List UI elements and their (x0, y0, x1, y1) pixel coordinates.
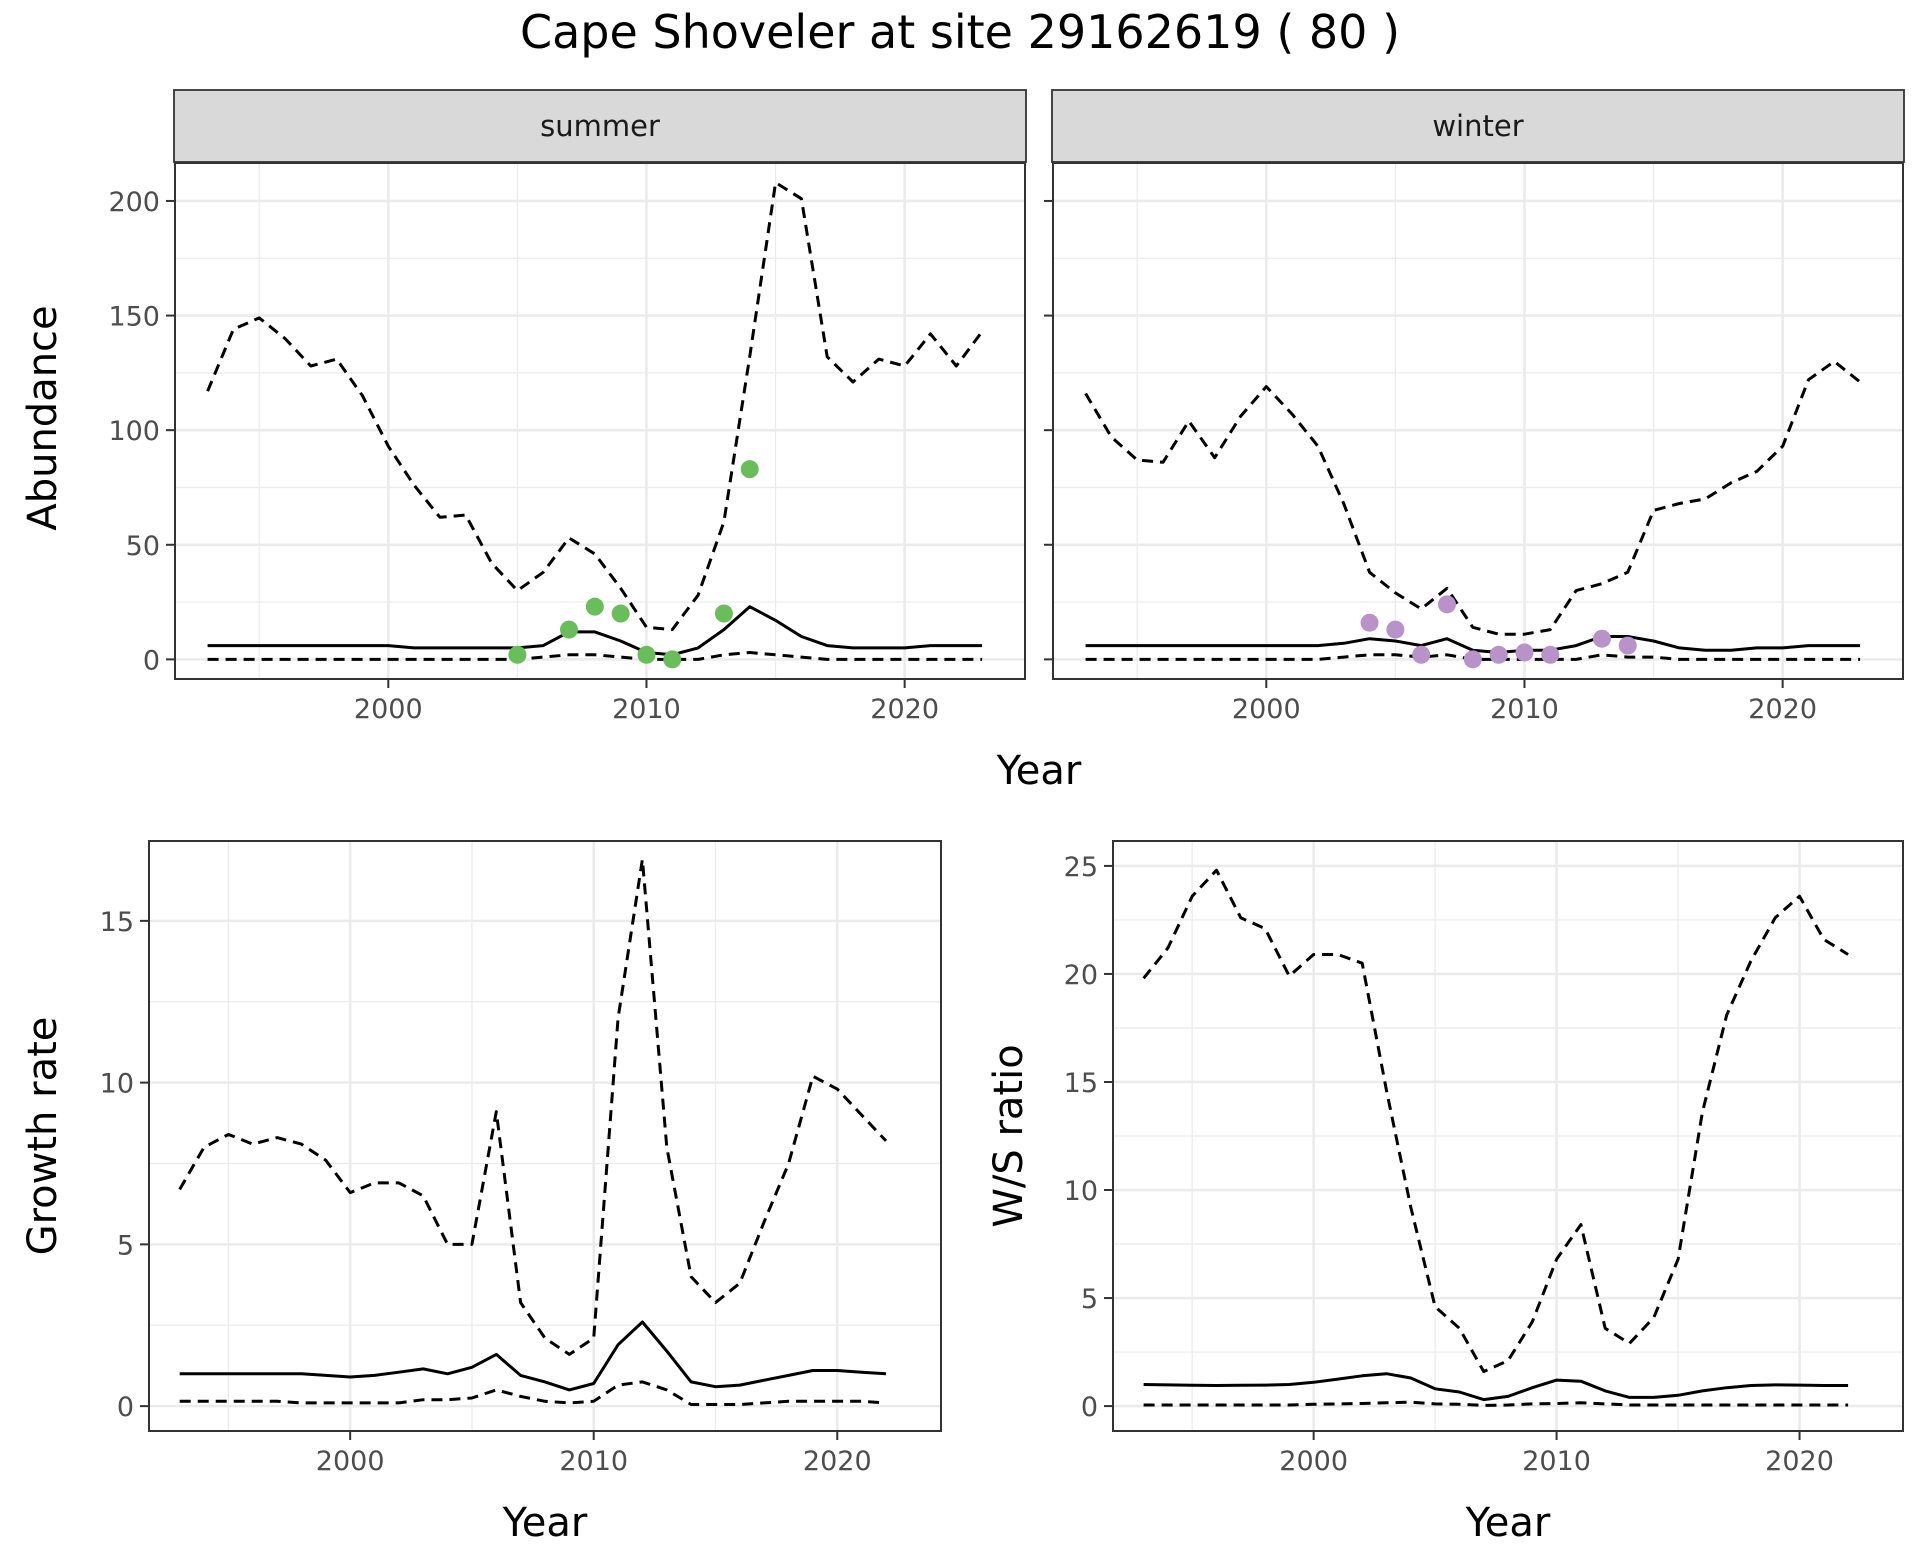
abundance-summer-data-point (560, 620, 579, 639)
abundance-summer-data-point (508, 645, 527, 664)
growth-rate-background (148, 840, 942, 1432)
abundance-summer-y-tick-label: 0 (143, 645, 160, 676)
abundance-winter-data-point (1412, 645, 1431, 664)
panel-abundance-winter: winter (1051, 89, 1905, 680)
y-axis-title-abundance: Abundance (20, 305, 66, 530)
abundance-summer-line-lower (207, 651, 983, 661)
abundance-summer-line-upper (206, 181, 984, 632)
growth-rate-x-tick-label: 2010 (559, 1446, 628, 1477)
facet-label-summer: summer (540, 109, 660, 143)
abundance-summer-data-point (663, 650, 682, 669)
growth-rate-line-lower (179, 1380, 887, 1406)
plot-area-abundance-winter (1052, 162, 1904, 680)
facet-strip-winter (1051, 89, 1905, 163)
growth-rate-y-tick-label: 0 (117, 1392, 134, 1423)
abundance-summer-line-mean (207, 605, 983, 657)
abundance-winter-data-point (1592, 629, 1611, 648)
ws-ratio-line-lower (1143, 1400, 1849, 1407)
abundance-summer-x-tick-label: 2020 (870, 694, 939, 725)
growth-rate-line-mean (179, 1320, 887, 1392)
abundance-winter-data-point (1360, 613, 1379, 632)
plot-area-ws-ratio (1112, 840, 1904, 1432)
panel-ws-ratio: W/S ratio Year (986, 840, 1904, 1546)
abundance-summer-data-point (611, 604, 630, 623)
abundance-winter-line-upper (1084, 359, 1862, 636)
abundance-winter-data-point (1438, 595, 1457, 614)
ws-ratio-y-tick-label: 20 (1064, 960, 1098, 991)
abundance-winter-x-tick-label: 2000 (1232, 694, 1301, 725)
abundance-winter-data-point (1515, 643, 1534, 662)
panel-growth-rate: Growth rate Year (20, 840, 942, 1546)
abundance-winter-data-point (1618, 636, 1637, 655)
facet-strip-summer (173, 89, 1027, 163)
abundance-summer-data-point (740, 460, 759, 479)
abundance-winter-data-point (1489, 645, 1508, 664)
abundance-summer-data-point (637, 645, 656, 664)
ws-ratio-x-tick-label: 2020 (1765, 1446, 1834, 1477)
ws-ratio-x-tick-label: 2000 (1279, 1446, 1348, 1477)
growth-rate-y-tick-label: 10 (100, 1069, 134, 1100)
plot-area-abundance-summer (174, 162, 1026, 680)
figure-title: Cape Shoveler at site 29162619 ( 80 ) (520, 5, 1400, 59)
ws-ratio-y-tick-label: 10 (1064, 1176, 1098, 1207)
abundance-winter-line-mean (1085, 635, 1861, 654)
y-axis-title-growth-rate: Growth rate (20, 1017, 66, 1256)
abundance-summer-panel-border (174, 162, 1026, 680)
abundance-winter-panel-border (1052, 162, 1904, 680)
plot-area-growth-rate (148, 840, 942, 1432)
growth-rate-y-tick-label: 5 (117, 1230, 134, 1261)
growth-rate-x-tick-label: 2020 (803, 1446, 872, 1477)
abundance-summer-x-tick-label: 2000 (354, 694, 423, 725)
ws-ratio-y-tick-label: 5 (1081, 1284, 1098, 1315)
abundance-summer-x-tick-label: 2010 (612, 694, 681, 725)
abundance-summer-y-tick-label: 150 (108, 302, 160, 333)
panel-abundance-summer: summer (173, 89, 1027, 680)
abundance-winter-x-tick-label: 2020 (1748, 694, 1817, 725)
abundance-winter-x-tick-label: 2010 (1490, 694, 1559, 725)
ws-ratio-line-mean (1143, 1372, 1849, 1402)
abundance-summer-data-point (714, 604, 733, 623)
ws-ratio-y-tick-label: 0 (1081, 1392, 1098, 1423)
growth-rate-panel-border (148, 840, 942, 1432)
abundance-winter-data-point (1541, 645, 1560, 664)
abundance-summer-y-tick-label: 100 (108, 416, 160, 447)
facet-label-winter: winter (1432, 109, 1523, 143)
ws-ratio-y-tick-label: 15 (1064, 1068, 1098, 1099)
x-axis-title-growth-rate: Year (502, 1500, 588, 1546)
ws-ratio-y-tick-label: 25 (1064, 852, 1098, 883)
abundance-summer-data-point (585, 597, 604, 616)
growth-rate-x-tick-label: 2000 (316, 1446, 385, 1477)
abundance-summer-y-tick-label: 50 (126, 531, 160, 562)
y-axis-title-ws-ratio: W/S ratio (986, 1044, 1032, 1227)
abundance-summer-y-tick-label: 200 (108, 187, 160, 218)
x-axis-title-ws-ratio: Year (1465, 1500, 1551, 1546)
abundance-winter-data-point (1386, 620, 1405, 639)
abundance-winter-background (1052, 162, 1904, 680)
growth-rate-line-upper (178, 857, 888, 1356)
x-axis-title-top: Year (996, 748, 1082, 794)
ws-ratio-panel-border (1112, 840, 1904, 1432)
growth-rate-y-tick-label: 15 (100, 907, 134, 938)
abundance-summer-background (174, 162, 1026, 680)
ws-ratio-x-tick-label: 2010 (1522, 1446, 1591, 1477)
ws-ratio-line-upper (1142, 868, 1849, 1373)
abundance-winter-data-point (1463, 650, 1482, 669)
